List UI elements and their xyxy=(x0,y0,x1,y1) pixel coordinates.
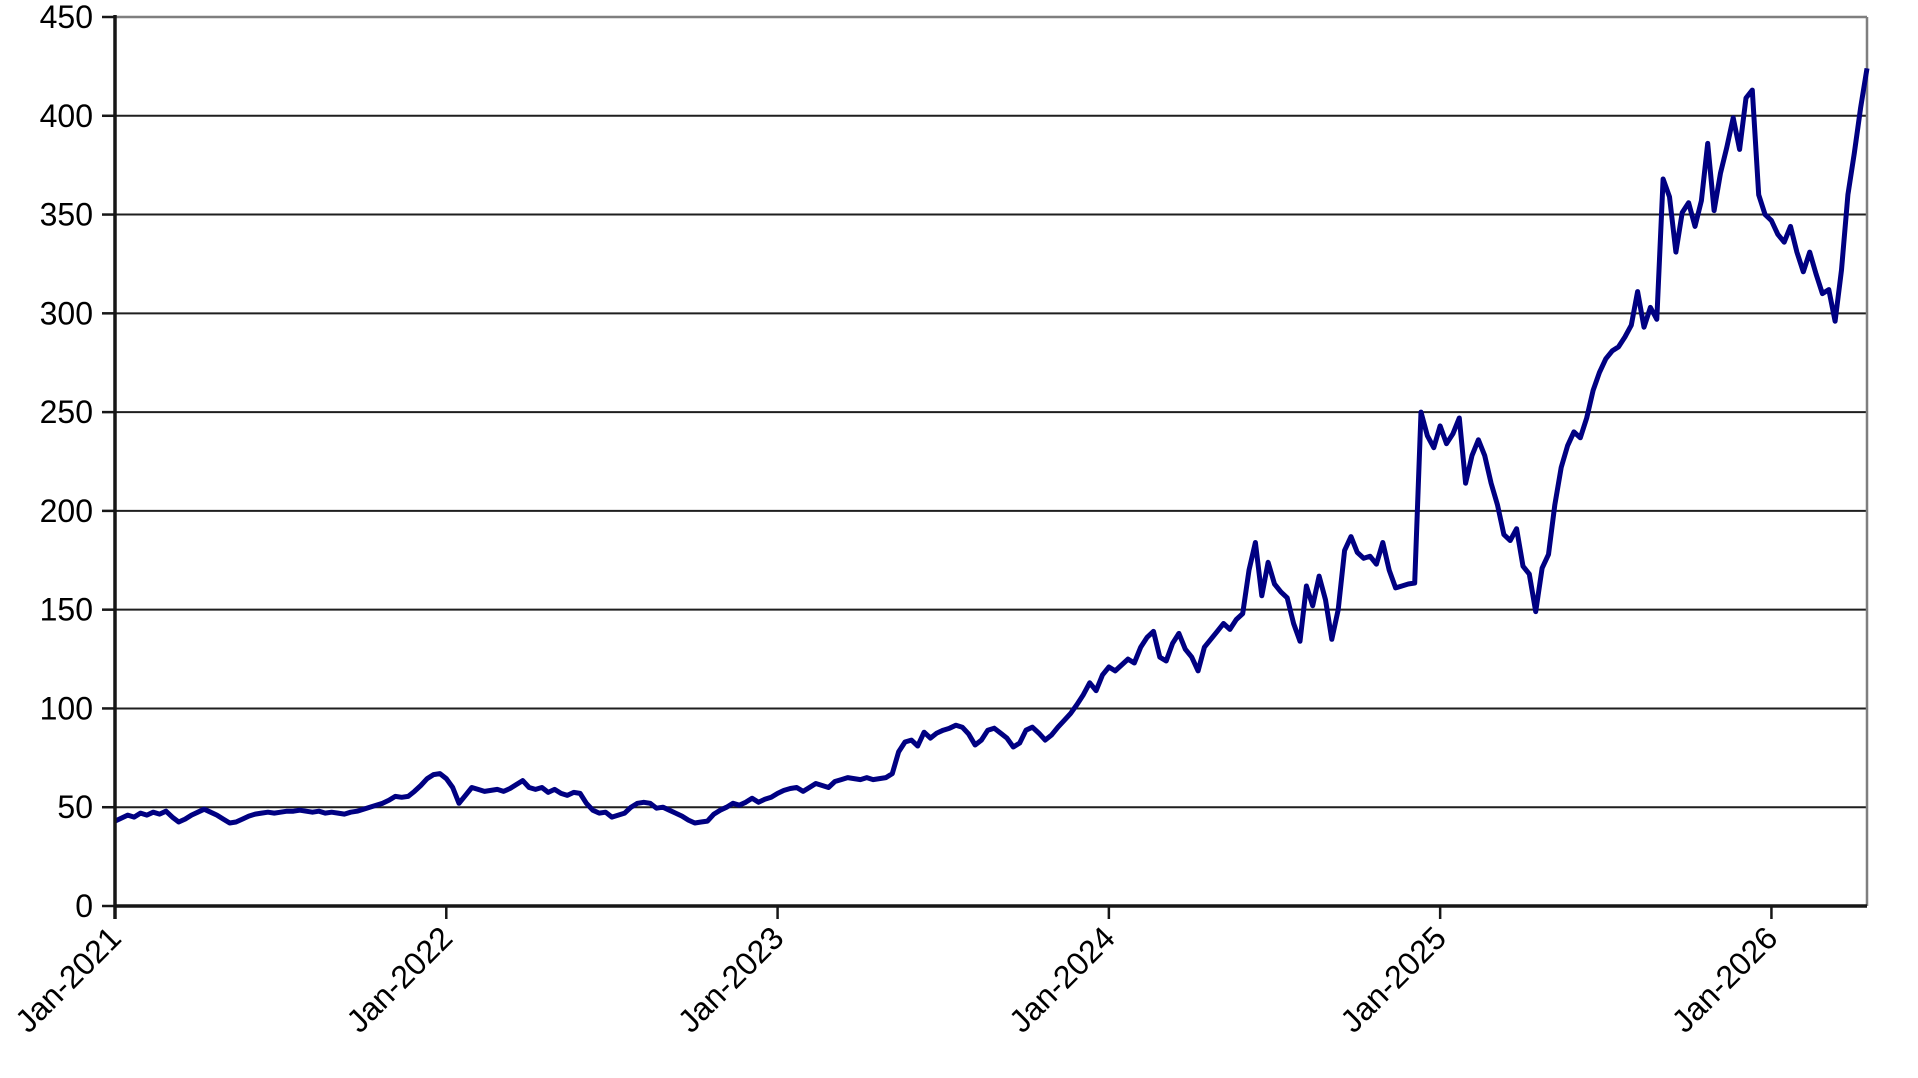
y-tick-label: 450 xyxy=(40,0,93,35)
y-tick-label: 200 xyxy=(40,493,93,529)
price-line-layer xyxy=(113,68,1870,826)
y-tick-label: 350 xyxy=(40,197,93,233)
tick-labels-layer: 0 50 100 150 200 250 300 350 400 450 Jan-2021 Jan-2… xyxy=(8,0,1784,1039)
x-tick-label: Jan-2021 xyxy=(8,919,128,1039)
x-tick-label: Jan-2023 xyxy=(671,919,791,1039)
x-tick-label: Jan-2022 xyxy=(339,919,459,1039)
x-tick-label: Jan-2026 xyxy=(1665,919,1785,1039)
x-tick-label: Jan-2025 xyxy=(1333,919,1453,1039)
y-tick-label: 150 xyxy=(40,592,93,628)
price-line xyxy=(113,68,1870,826)
y-tick-label: 100 xyxy=(40,690,93,726)
y-tick-label: 300 xyxy=(40,295,93,331)
y-tick-label: 0 xyxy=(75,888,93,924)
axes-layer xyxy=(102,15,1867,919)
x-tick-label: Jan-2024 xyxy=(1002,919,1122,1039)
y-tick-label: 250 xyxy=(40,394,93,430)
y-tick-label: 50 xyxy=(57,789,93,825)
y-tick-label: 400 xyxy=(40,98,93,134)
gridlines-layer xyxy=(115,15,1869,906)
